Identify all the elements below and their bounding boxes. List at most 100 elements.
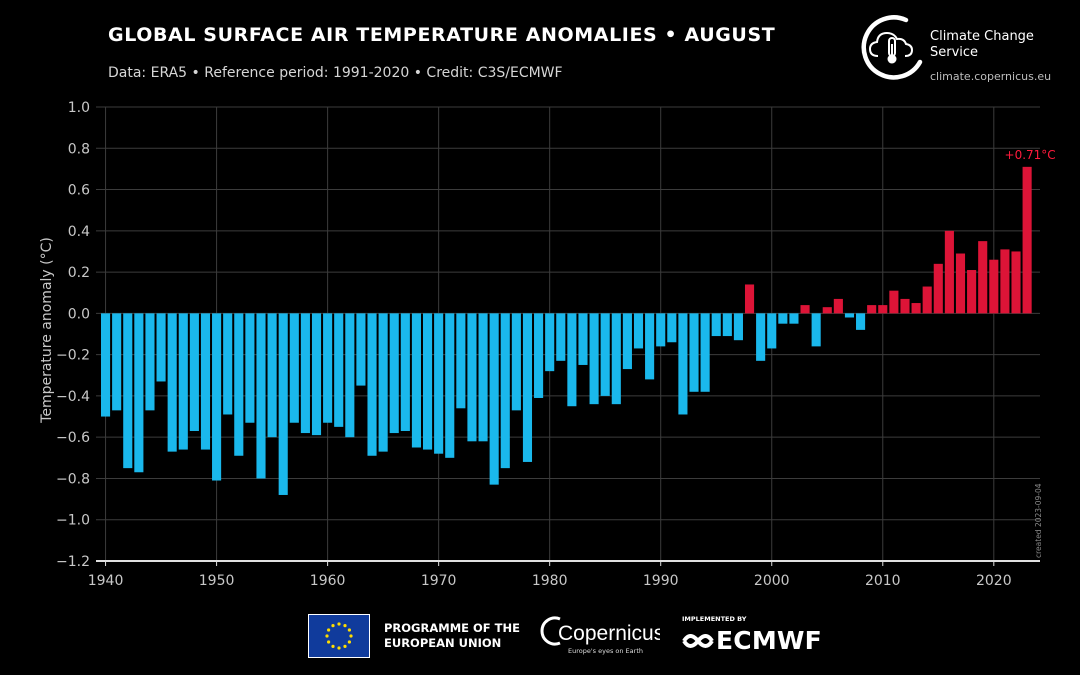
x-tick-label: 1990 bbox=[643, 573, 679, 589]
bar bbox=[267, 313, 277, 438]
y-tick-label: −1.2 bbox=[56, 554, 90, 570]
bar bbox=[611, 313, 621, 405]
bar bbox=[800, 305, 810, 314]
bar bbox=[567, 313, 577, 407]
bar bbox=[356, 313, 366, 386]
bar bbox=[223, 313, 233, 415]
bar bbox=[212, 313, 222, 481]
copernicus-logo-icon: Copernicus bbox=[540, 616, 660, 646]
bar bbox=[878, 305, 888, 314]
eu-star bbox=[343, 624, 347, 628]
x-tick-label: 1970 bbox=[421, 573, 457, 589]
y-tick-label: 0.8 bbox=[68, 141, 90, 157]
y-tick-label: −0.8 bbox=[56, 471, 90, 487]
bar bbox=[944, 230, 954, 314]
bar bbox=[156, 313, 166, 382]
cloud-thermometer-icon bbox=[861, 15, 923, 80]
bar bbox=[311, 313, 322, 436]
bar bbox=[123, 313, 133, 469]
y-tick-label: 1.0 bbox=[68, 100, 90, 116]
bar bbox=[545, 313, 555, 372]
bar bbox=[522, 313, 533, 462]
bar bbox=[256, 313, 266, 479]
eu-star bbox=[331, 624, 335, 628]
y-axis-label: Temperature anomaly (°C) bbox=[39, 237, 55, 424]
bar bbox=[578, 313, 588, 365]
bar bbox=[1022, 166, 1032, 314]
y-tick-label: 0.4 bbox=[68, 224, 90, 240]
bar bbox=[323, 313, 333, 423]
bar bbox=[500, 313, 510, 469]
bar bbox=[400, 313, 410, 431]
eu-star bbox=[327, 628, 331, 632]
ecmwf-name: ECMWF bbox=[716, 626, 822, 655]
bar bbox=[300, 313, 310, 434]
eu-star bbox=[331, 644, 335, 648]
bar bbox=[700, 313, 710, 392]
bar bbox=[889, 290, 899, 314]
bar bbox=[189, 313, 199, 431]
bar bbox=[967, 270, 977, 314]
bar bbox=[756, 313, 766, 361]
y-tick-label: −1.0 bbox=[56, 513, 90, 529]
brand-block[interactable]: Climate Change Service climate.copernicu… bbox=[858, 12, 1058, 92]
bar bbox=[911, 303, 921, 314]
y-tick-label: −0.2 bbox=[56, 348, 90, 364]
bar bbox=[289, 313, 299, 423]
bar bbox=[378, 313, 388, 452]
bar bbox=[789, 313, 799, 324]
bar bbox=[134, 313, 144, 473]
bar bbox=[556, 313, 566, 361]
bar bbox=[955, 253, 966, 314]
copernicus-tagline: Europe's eyes on Earth bbox=[568, 647, 643, 655]
eu-star bbox=[347, 628, 351, 632]
bar bbox=[456, 313, 466, 409]
created-note: created 2023-09-04 bbox=[1034, 483, 1043, 558]
bar bbox=[100, 313, 111, 417]
bar bbox=[844, 313, 855, 318]
bar bbox=[689, 313, 699, 392]
ecmwf-logo[interactable]: IMPLEMENTED BY ECMWF bbox=[682, 614, 852, 660]
bar bbox=[1011, 251, 1021, 314]
bar bbox=[933, 263, 943, 314]
x-tick-label: 1980 bbox=[532, 573, 568, 589]
bar bbox=[833, 298, 843, 314]
bar bbox=[278, 313, 288, 495]
bar bbox=[989, 259, 999, 314]
y-tick-label: 0.2 bbox=[68, 265, 90, 281]
bar bbox=[534, 313, 544, 398]
bar bbox=[245, 313, 255, 423]
x-tick-label: 2000 bbox=[754, 573, 790, 589]
bar bbox=[744, 284, 755, 314]
eu-programme-text: PROGRAMME OF THE EUROPEAN UNION bbox=[384, 621, 520, 650]
bar bbox=[445, 313, 455, 458]
eu-star bbox=[327, 640, 331, 644]
bar bbox=[722, 313, 732, 337]
bar bbox=[422, 313, 433, 450]
x-tick-label: 1960 bbox=[310, 573, 346, 589]
brand-url[interactable]: climate.copernicus.eu bbox=[930, 70, 1052, 83]
bar bbox=[1000, 249, 1010, 314]
copernicus-logo[interactable]: Copernicus Europe's eyes on Earth bbox=[540, 614, 660, 660]
bar bbox=[112, 313, 122, 411]
bar bbox=[434, 313, 444, 454]
eu-star bbox=[343, 644, 347, 648]
bar bbox=[589, 313, 599, 405]
bar bbox=[334, 313, 344, 427]
eu-star bbox=[347, 640, 351, 644]
bar bbox=[200, 313, 211, 450]
eu-flag-icon bbox=[308, 614, 370, 658]
x-tick-label: 1940 bbox=[88, 573, 124, 589]
bar bbox=[489, 313, 499, 485]
bar bbox=[811, 313, 821, 347]
bar bbox=[645, 313, 655, 380]
x-tick-label: 2010 bbox=[865, 573, 901, 589]
bar bbox=[389, 313, 399, 434]
bar bbox=[867, 305, 877, 314]
svg-text:Copernicus: Copernicus bbox=[558, 622, 660, 645]
ecmwf-wave-icon bbox=[682, 634, 714, 648]
bar bbox=[345, 313, 355, 438]
bar bbox=[467, 313, 477, 442]
eu-star bbox=[337, 646, 341, 650]
bar bbox=[978, 241, 988, 314]
